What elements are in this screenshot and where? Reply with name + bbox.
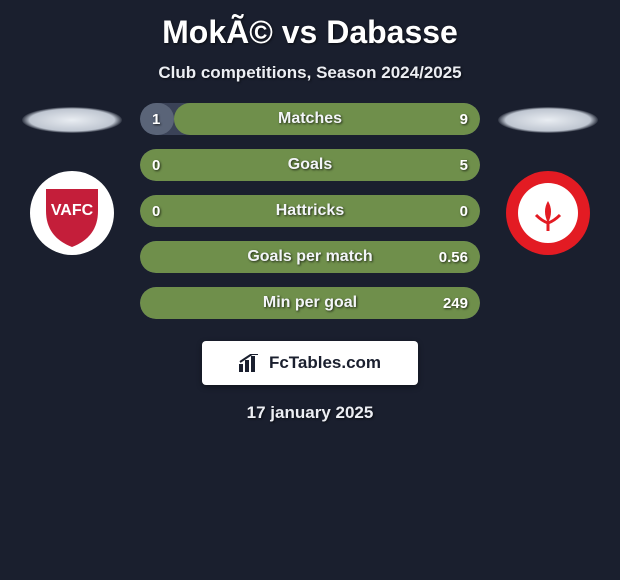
stat-bar: 0.56Goals per match <box>140 241 480 273</box>
team-left-logo: VAFC <box>30 171 114 255</box>
brand-badge: FcTables.com <box>202 341 418 385</box>
vafc-badge-icon: VAFC <box>30 171 114 255</box>
stat-value-left: 0 <box>152 195 160 227</box>
stat-bar-right-fill <box>140 149 480 181</box>
stat-value-right: 5 <box>460 149 468 181</box>
team-left-halo <box>22 107 122 133</box>
stat-value-left: 1 <box>152 103 160 135</box>
stat-bar: 19Matches <box>140 103 480 135</box>
comparison-panel: VAFC 19Matches05Goals00Hattricks0.56Goal… <box>0 99 620 319</box>
stat-value-right: 9 <box>460 103 468 135</box>
stat-bar-right-fill <box>140 287 480 319</box>
stat-bar-right-fill <box>140 195 480 227</box>
stat-value-left: 0 <box>152 149 160 181</box>
team-right-halo <box>498 107 598 133</box>
page-subtitle: Club competitions, Season 2024/2025 <box>0 63 620 83</box>
stat-bar: 05Goals <box>140 149 480 181</box>
stats-bars: 19Matches05Goals00Hattricks0.56Goals per… <box>140 103 480 319</box>
team-right-column: ASNL <box>498 99 598 255</box>
bars-icon <box>239 354 261 372</box>
team-right-logo: ASNL <box>506 171 590 255</box>
asnl-badge-icon: ASNL <box>506 171 590 255</box>
svg-text:ASNL: ASNL <box>534 184 561 195</box>
stat-value-right: 0.56 <box>439 241 468 273</box>
brand-text: FcTables.com <box>269 353 381 373</box>
svg-text:VAFC: VAFC <box>51 202 94 219</box>
stat-bar-right-fill <box>140 241 480 273</box>
stat-bar-right-fill <box>174 103 480 135</box>
page-title: MokÃ© vs Dabasse <box>0 0 620 51</box>
stat-bar: 249Min per goal <box>140 287 480 319</box>
stat-bar: 00Hattricks <box>140 195 480 227</box>
stat-value-right: 0 <box>460 195 468 227</box>
team-left-column: VAFC <box>22 99 122 255</box>
date-text: 17 january 2025 <box>0 403 620 423</box>
stat-value-right: 249 <box>443 287 468 319</box>
